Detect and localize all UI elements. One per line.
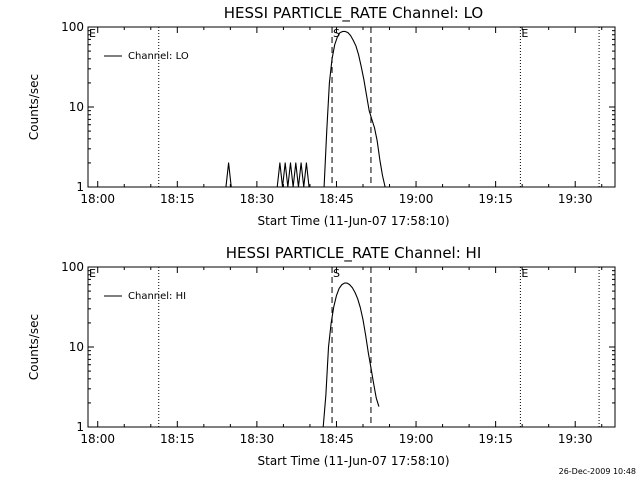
marker-label: E	[521, 27, 528, 40]
y-tick-label: 100	[61, 260, 84, 274]
marker-label: S	[333, 27, 340, 40]
x-tick-label: 19:15	[478, 432, 513, 446]
x-tick-label: 18:00	[80, 432, 115, 446]
y-tick-label: 100	[61, 20, 84, 34]
legend-label: Channel: HI	[128, 291, 186, 302]
corner-marker-label: E	[89, 27, 96, 40]
x-tick-label: 19:00	[399, 432, 434, 446]
x-tick-label: 19:00	[399, 192, 434, 206]
x-tick-label: 19:15	[478, 192, 513, 206]
y-tick-label: 1	[76, 180, 84, 194]
x-tick-label: 19:30	[558, 192, 593, 206]
x-tick-label: 18:15	[160, 432, 195, 446]
corner-marker-label: E	[89, 267, 96, 280]
x-tick-label: 18:45	[319, 192, 354, 206]
chart-title: HESSI PARTICLE_RATE Channel: LO	[224, 4, 483, 23]
y-tick-label: 10	[69, 340, 84, 354]
chart-title: HESSI PARTICLE_RATE Channel: HI	[226, 244, 482, 263]
y-axis-label: Counts/sec	[27, 314, 41, 380]
x-tick-label: 18:15	[160, 192, 195, 206]
x-tick-label: 18:00	[80, 192, 115, 206]
series-line	[225, 30, 386, 188]
series-line	[322, 282, 380, 428]
x-tick-label: 18:30	[240, 192, 275, 206]
footer-timestamp: 26-Dec-2009 10:48	[559, 467, 636, 476]
chart-panel-1: HESSI PARTICLE_RATE Channel: HI 18:00 18:1…	[27, 244, 616, 468]
legend-label: Channel: LO	[128, 51, 189, 62]
x-tick-label: 18:45	[319, 432, 354, 446]
y-axis-label: Counts/sec	[27, 74, 41, 140]
marker-label: E	[521, 267, 528, 280]
marker-label: S	[333, 267, 340, 280]
x-tick-label: 19:30	[558, 432, 593, 446]
chart-panel-0: HESSI PARTICLE_RATE Channel: LO 18:00 18:1…	[27, 4, 616, 228]
y-tick-label: 10	[69, 100, 84, 114]
x-axis-label: Start Time (11-Jun-07 17:58:10)	[258, 454, 450, 468]
y-tick-label: 1	[76, 420, 84, 434]
x-axis-label: Start Time (11-Jun-07 17:58:10)	[258, 214, 450, 228]
x-tick-label: 18:30	[240, 432, 275, 446]
